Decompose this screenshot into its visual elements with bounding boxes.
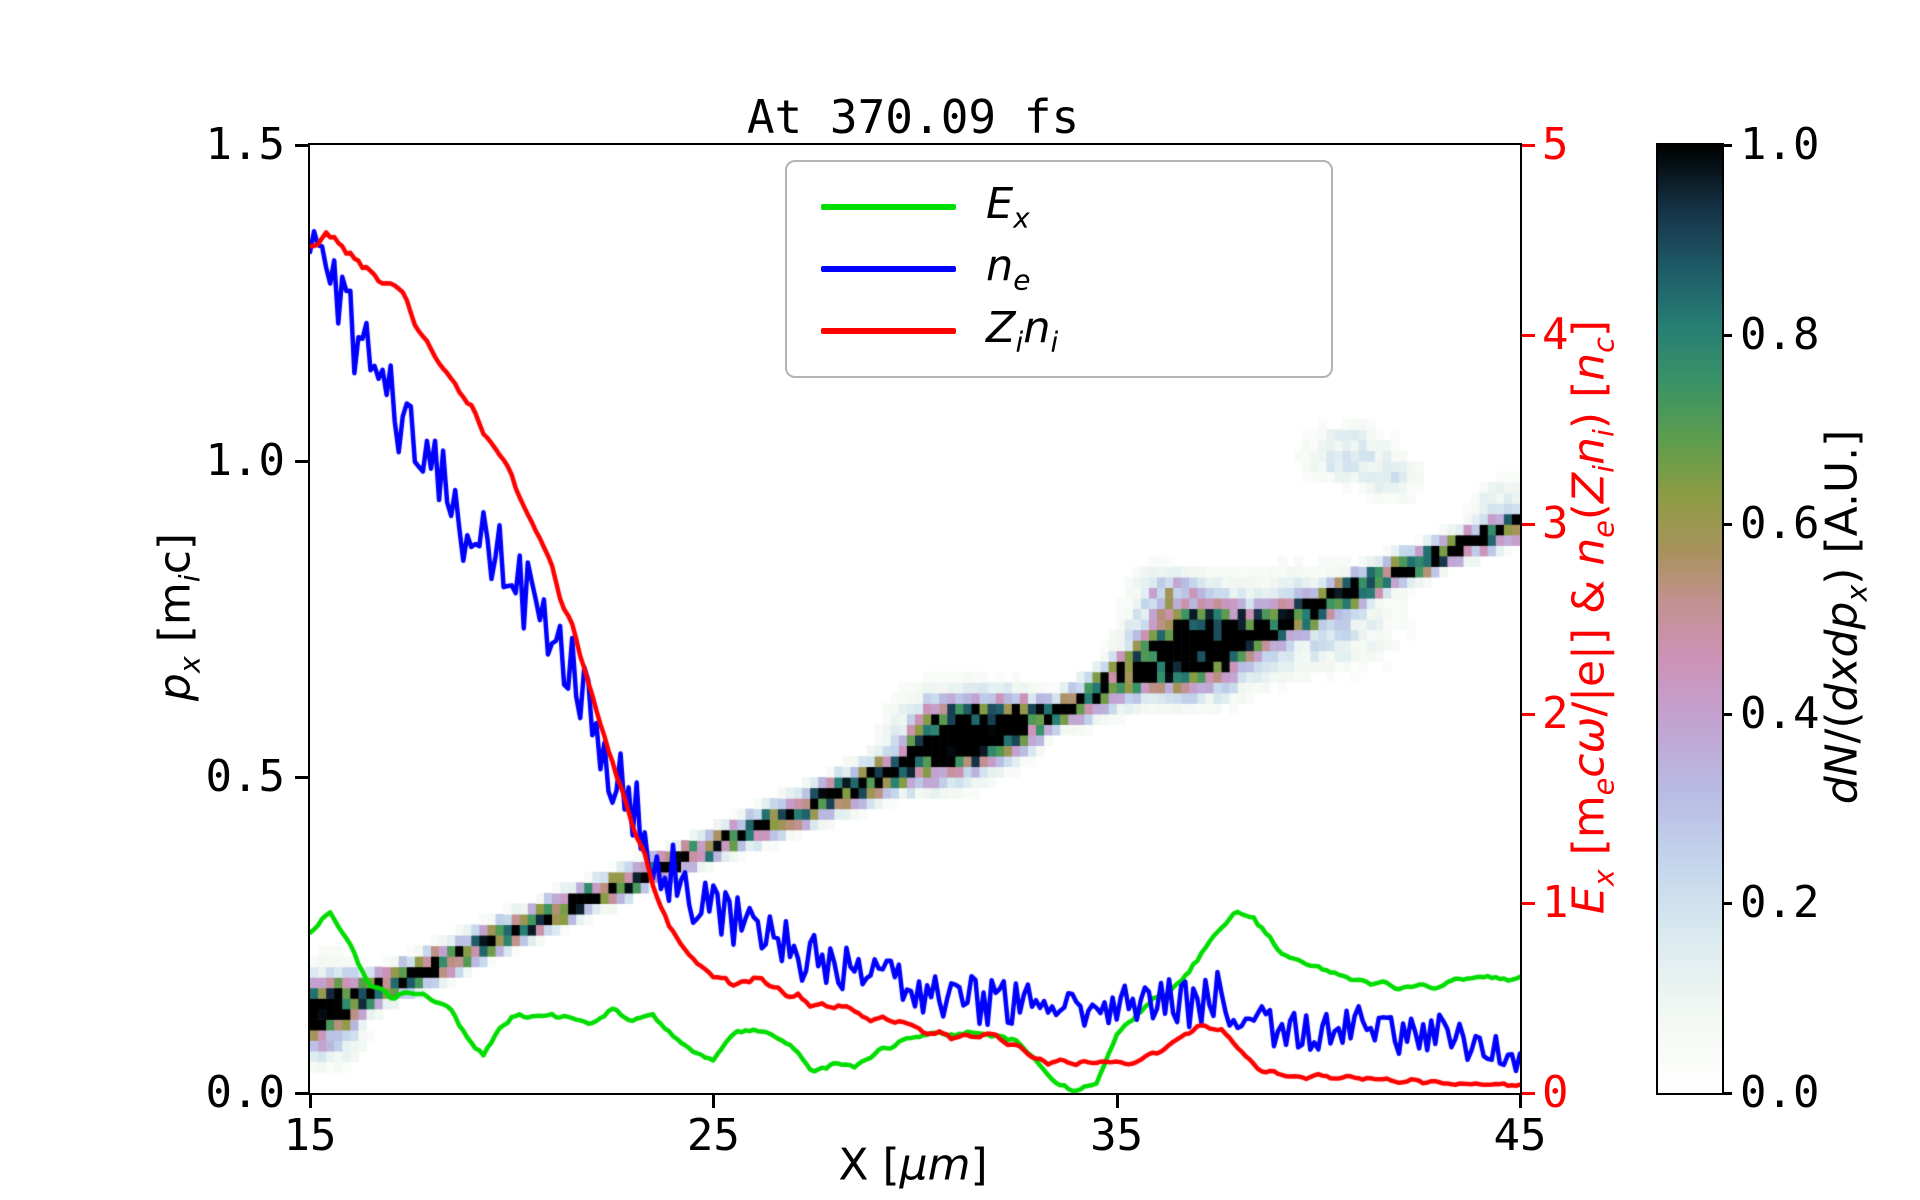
y-right-tick-mark [1522, 902, 1535, 906]
legend-swatch [821, 266, 956, 272]
y-right-tick-label: 5 [1542, 119, 1569, 170]
legend-label: ne [986, 241, 1031, 297]
colorbar-tick-label: 0.2 [1740, 877, 1820, 929]
y-right-tick-label: 4 [1542, 308, 1569, 360]
colorbar-tick-mark [1722, 144, 1732, 147]
colorbar-label: dN/(dxdpx) [A.U.] [1816, 429, 1874, 805]
colorbar-tick-mark [1722, 1092, 1732, 1095]
y-left-tick-label: 1.5 [205, 119, 285, 170]
y-right-tick-mark [1522, 333, 1535, 337]
y-left-tick-label: 1.0 [205, 435, 285, 486]
legend-swatch [821, 328, 956, 334]
y-right-tick-label: 0 [1542, 1067, 1569, 1118]
x-tick-mark [712, 1095, 716, 1108]
y-left-tick-label: 0.0 [205, 1067, 285, 1118]
y-left-tick-mark [295, 144, 308, 147]
y-right-tick-label: 3 [1542, 498, 1569, 550]
x-tick-label: 25 [686, 1110, 740, 1161]
colorbar-tick-label: 0.0 [1740, 1067, 1820, 1118]
x-tick-label: 35 [1090, 1110, 1144, 1161]
x-tick-label: 45 [1493, 1110, 1547, 1161]
y-right-tick-mark [1522, 1092, 1535, 1095]
legend-entry: Zini [787, 300, 1331, 362]
y-right-tick-label: 2 [1542, 687, 1569, 739]
legend-swatch [821, 204, 956, 210]
plot-title: At 370.09 fs [746, 90, 1080, 144]
y-right-tick-mark [1522, 523, 1535, 527]
y-right-tick-label: 1 [1542, 877, 1569, 929]
x-tick-mark [1115, 1095, 1119, 1108]
colorbar-tick-mark [1722, 902, 1732, 906]
y-right-label: Ex [mecω/|e|] & ne(Zini) [nc] [1563, 319, 1621, 915]
legend-entry: Ex [787, 176, 1331, 238]
colorbar-tick-mark [1722, 523, 1732, 527]
x-tick-mark [309, 1095, 312, 1108]
colorbar-tick-label: 0.8 [1740, 308, 1820, 360]
colorbar [1656, 143, 1724, 1095]
y-left-tick-mark [295, 460, 308, 463]
colorbar-tick-label: 0.6 [1740, 498, 1820, 550]
colorbar-tick-label: 0.4 [1740, 687, 1820, 739]
colorbar-tick-mark [1722, 712, 1732, 716]
x-axis-label: X [μm] [838, 1139, 988, 1191]
x-tick-label: 15 [283, 1110, 337, 1161]
colorbar-tick-label: 1.0 [1740, 119, 1820, 170]
y-left-tick-mark [295, 1092, 308, 1095]
legend: Ex ne Zini [785, 160, 1333, 378]
y-right-tick-mark [1522, 144, 1535, 147]
y-left-tick-mark [295, 776, 308, 779]
y-left-label: px [mic] [149, 532, 207, 702]
y-right-tick-mark [1522, 712, 1535, 716]
colorbar-tick-mark [1722, 333, 1732, 337]
legend-entry: ne [787, 238, 1331, 300]
legend-label: Zini [986, 303, 1059, 359]
x-tick-mark [1519, 1095, 1522, 1108]
colorbar-gradient [1658, 145, 1722, 1093]
legend-label: Ex [986, 179, 1030, 235]
y-left-tick-label: 0.5 [205, 751, 285, 802]
